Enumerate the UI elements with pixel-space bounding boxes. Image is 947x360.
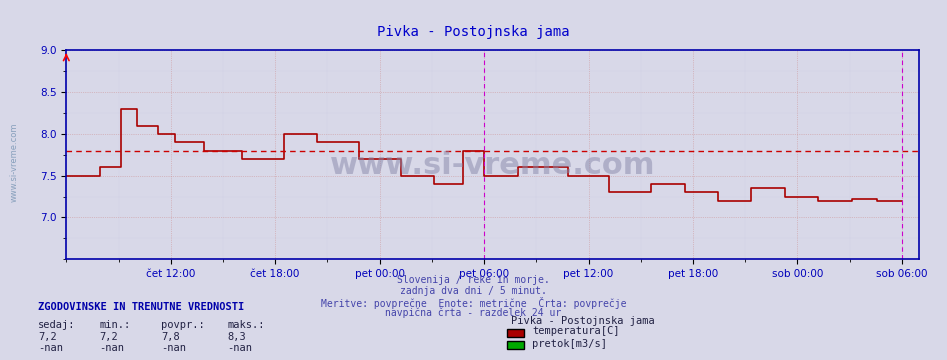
Text: 8,3: 8,3 <box>227 332 246 342</box>
Text: Slovenija / reke in morje.: Slovenija / reke in morje. <box>397 275 550 285</box>
Text: -nan: -nan <box>161 343 186 353</box>
Text: Pivka - Postojnska jama: Pivka - Postojnska jama <box>377 25 570 39</box>
Text: pretok[m3/s]: pretok[m3/s] <box>532 339 607 349</box>
Text: -nan: -nan <box>99 343 124 353</box>
Text: zadnja dva dni / 5 minut.: zadnja dva dni / 5 minut. <box>400 286 547 296</box>
Text: maks.:: maks.: <box>227 320 265 330</box>
Text: navpična črta - razdelek 24 ur: navpična črta - razdelek 24 ur <box>385 308 562 318</box>
Text: ZGODOVINSKE IN TRENUTNE VREDNOSTI: ZGODOVINSKE IN TRENUTNE VREDNOSTI <box>38 302 244 312</box>
Text: Meritve: povprečne  Enote: metrične  Črta: povprečje: Meritve: povprečne Enote: metrične Črta:… <box>321 297 626 309</box>
Text: povpr.:: povpr.: <box>161 320 205 330</box>
Text: Pivka - Postojnska jama: Pivka - Postojnska jama <box>511 316 655 326</box>
Text: www.si-vreme.com: www.si-vreme.com <box>9 122 19 202</box>
Text: -nan: -nan <box>227 343 252 353</box>
Text: 7,8: 7,8 <box>161 332 180 342</box>
Text: min.:: min.: <box>99 320 131 330</box>
Text: 7,2: 7,2 <box>99 332 118 342</box>
Text: temperatura[C]: temperatura[C] <box>532 326 619 336</box>
Text: 7,2: 7,2 <box>38 332 57 342</box>
Text: sedaj:: sedaj: <box>38 320 76 330</box>
Text: -nan: -nan <box>38 343 63 353</box>
Text: www.si-vreme.com: www.si-vreme.com <box>330 151 655 180</box>
